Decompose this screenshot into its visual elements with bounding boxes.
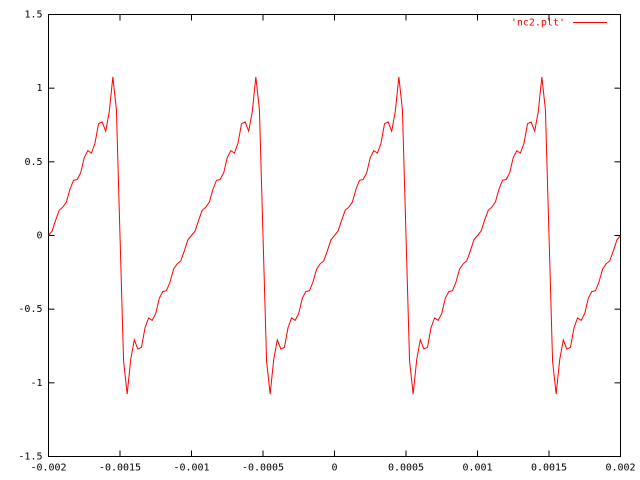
data-line <box>48 76 621 395</box>
y-tick-label: 1.5 <box>24 10 42 21</box>
x-tick-label: 0.0015 <box>531 463 567 474</box>
y-tick-label: 0 <box>36 231 42 242</box>
y-tick-label: 0.5 <box>24 157 42 168</box>
x-tick-label: -0.0005 <box>242 463 284 474</box>
x-tick-label: -0.0015 <box>99 463 141 474</box>
x-tick-label: 0 <box>331 463 337 474</box>
x-tick-label: -0.001 <box>173 463 209 474</box>
x-tick-label: -0.002 <box>30 463 66 474</box>
x-tick-label: 0.002 <box>605 463 635 474</box>
y-tick-label: -1 <box>30 378 42 389</box>
y-tick-label: 1 <box>36 83 42 94</box>
x-tick-label: 0.0005 <box>388 463 424 474</box>
y-tick-label: -0.5 <box>18 304 42 315</box>
y-tick-label: -1.5 <box>18 452 42 463</box>
legend-label: 'nc2.plt' <box>511 18 565 29</box>
x-tick-label: 0.001 <box>462 463 492 474</box>
